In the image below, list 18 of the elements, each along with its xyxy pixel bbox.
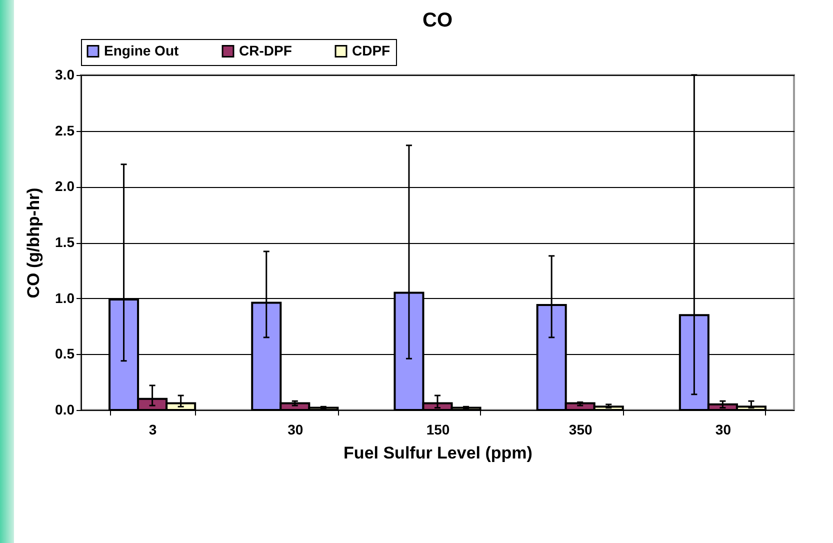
x-axis-title: Fuel Sulfur Level (ppm) <box>344 444 532 462</box>
x-tick-label: 30 <box>288 422 304 438</box>
x-tick-label: 30 <box>715 422 732 438</box>
legend-label: CDPF <box>352 42 391 58</box>
y-tick-label: 2.5 <box>55 122 75 138</box>
legend-label: Engine Out <box>104 42 179 58</box>
x-tick-label: 350 <box>568 422 592 438</box>
y-tick-label: 1.0 <box>55 290 75 306</box>
x-tick-label: 3 <box>148 422 157 438</box>
y-tick-label: 1.5 <box>55 234 75 250</box>
legend-label: CR-DPF <box>239 42 292 58</box>
chart-title: CO <box>422 10 452 32</box>
y-tick-label: 0.0 <box>55 402 75 418</box>
y-axis-title: CO (g/bhp-hr) <box>24 188 44 298</box>
y-tick-label: 2.0 <box>55 178 75 194</box>
y-tick-label: 3.0 <box>55 66 75 82</box>
x-tick-label: 150 <box>426 422 450 438</box>
y-tick-label: 0.5 <box>55 346 75 362</box>
